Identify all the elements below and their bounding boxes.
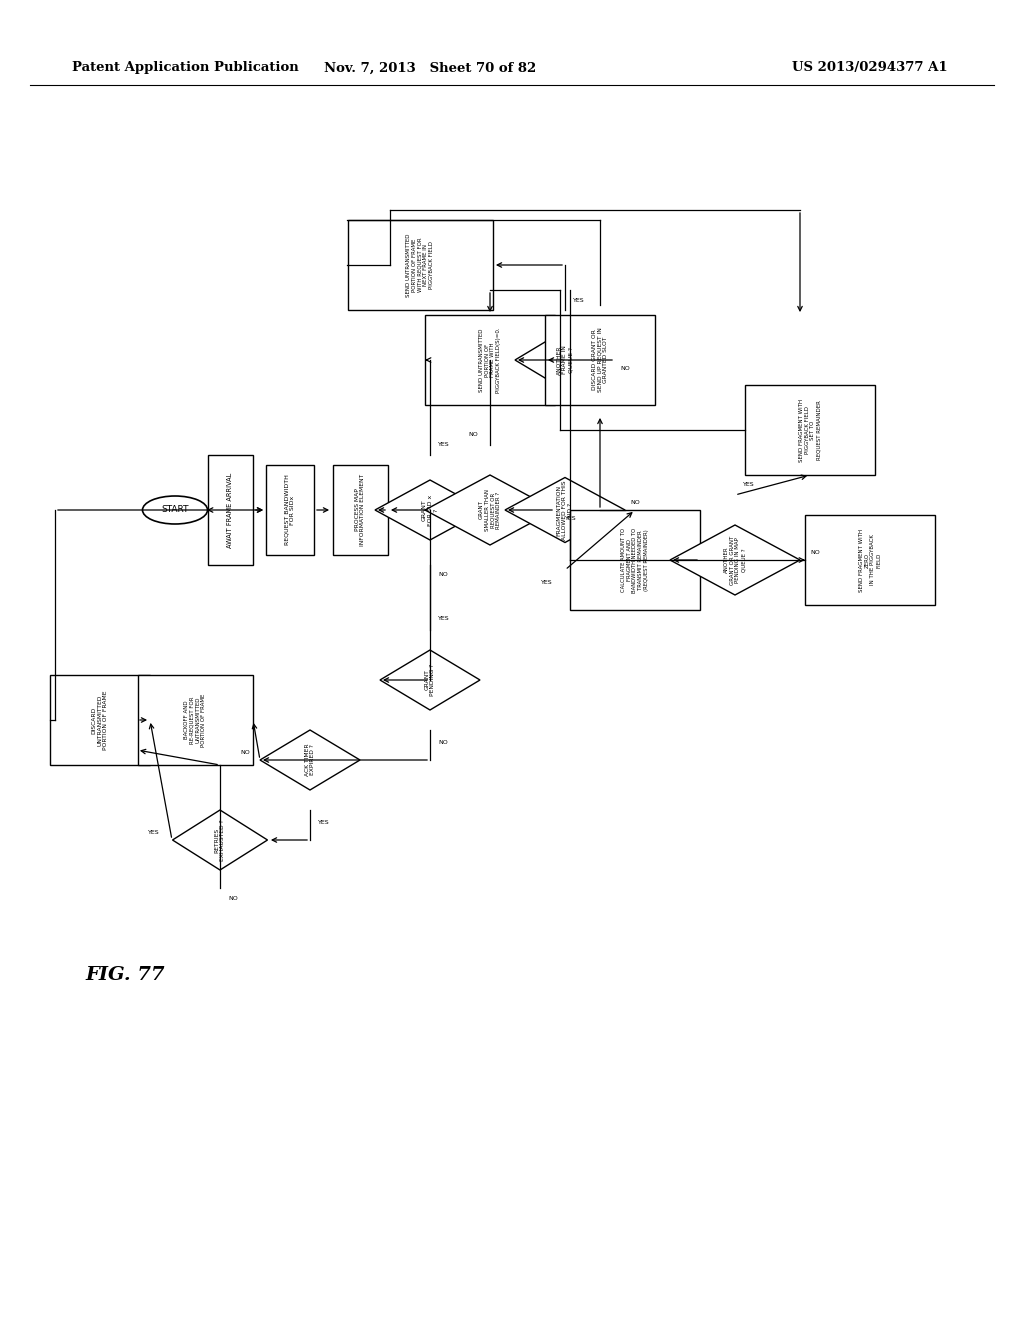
Polygon shape [172,810,267,870]
Text: PROCESS MAP
INFORMATION ELEMENT: PROCESS MAP INFORMATION ELEMENT [354,474,366,546]
Text: START: START [161,506,188,515]
Text: YES: YES [148,829,160,834]
Polygon shape [505,478,625,543]
Text: GRANT
PENDING ?: GRANT PENDING ? [425,664,435,696]
Text: RETRIES
EXHAUSTED ?: RETRIES EXHAUSTED ? [215,820,225,861]
Text: BACKOFF AND
RE-REQUEST FOR
UNTRANSMITTED
PORTION OF FRAME: BACKOFF AND RE-REQUEST FOR UNTRANSMITTED… [183,693,206,747]
Bar [333,465,387,554]
Text: YES: YES [743,483,755,487]
Bar [570,510,700,610]
Text: YES: YES [318,820,330,825]
Text: NO: NO [810,549,820,554]
Polygon shape [425,475,555,545]
Text: CALCULATE AMOUNT TO
FRAGMENT AND
BANDWIDTH NEEDED TO
TRANSMIT REMAINDER
(REQUEST: CALCULATE AMOUNT TO FRAGMENT AND BANDWID… [621,528,649,593]
Text: YES: YES [542,579,553,585]
Text: AWAIT FRAME ARRIVAL: AWAIT FRAME ARRIVAL [227,473,233,548]
Text: FRAGMENTATION
ALLOWED FOR THIS
SID ?: FRAGMENTATION ALLOWED FOR THIS SID ? [557,480,573,540]
Text: YES: YES [438,442,450,447]
Text: ANOTHER
GRANT OR GRANT
PENDING IN MAP
QUEUE ?: ANOTHER GRANT OR GRANT PENDING IN MAP QU… [724,536,746,585]
Text: Nov. 7, 2013   Sheet 70 of 82: Nov. 7, 2013 Sheet 70 of 82 [324,62,537,74]
Text: DISCARD GRANT OR
SEND UP REQUEST IN
GRANTED SLOT: DISCARD GRANT OR SEND UP REQUEST IN GRAN… [592,327,608,392]
Text: YES: YES [438,615,450,620]
Bar [805,515,935,605]
Text: ACK TIMER
EXPIRED ?: ACK TIMER EXPIRED ? [304,743,315,776]
Text: SEND UNTRANSMITTED
PORTION OF
FRAME WITH
PIGGYBACK FIELD(S)=0.: SEND UNTRANSMITTED PORTION OF FRAME WITH… [479,327,501,393]
Text: SEND FRAGMENT WITH
ZERO
IN THE PIGGYBACK
FIELD: SEND FRAGMENT WITH ZERO IN THE PIGGYBACK… [859,528,882,591]
Text: NO: NO [438,739,447,744]
Text: NO: NO [630,499,640,504]
Text: NO: NO [438,573,447,578]
Bar [745,385,874,475]
Polygon shape [380,649,480,710]
Text: NO: NO [620,366,630,371]
Text: NO: NO [241,750,250,755]
Text: YES: YES [565,516,577,520]
Bar [545,315,655,405]
Text: GRANT
FOR SID x
?: GRANT FOR SID x ? [422,495,438,525]
Ellipse shape [142,496,208,524]
Bar [137,675,253,766]
Text: SEND UNTRANSMITTED
PORTION OF FRAME
WITH REQUEST FOR
NEXT FRAME IN
PIGGYBACK FIE: SEND UNTRANSMITTED PORTION OF FRAME WITH… [406,234,434,297]
Text: US 2013/0294377 A1: US 2013/0294377 A1 [793,62,948,74]
Text: YES: YES [573,297,585,302]
Bar [266,465,314,554]
Bar [50,675,150,766]
Bar [208,455,253,565]
Polygon shape [260,730,360,789]
Text: NO: NO [468,433,478,437]
Text: NO: NO [228,895,238,900]
Polygon shape [670,525,800,595]
Text: REQUEST BANDWIDTH
FOR SIDx: REQUEST BANDWIDTH FOR SIDx [285,475,295,545]
Text: ANOTHER
FRAME IN
QUEUE ?: ANOTHER FRAME IN QUEUE ? [557,346,573,375]
Text: Patent Application Publication: Patent Application Publication [72,62,299,74]
Text: SEND FRAGMENT WITH
PIGGYBACK FIELD
SET TO
REQUEST REMAINDER: SEND FRAGMENT WITH PIGGYBACK FIELD SET T… [799,399,821,462]
Text: FIG. 77: FIG. 77 [85,966,165,983]
Polygon shape [375,480,485,540]
Polygon shape [515,330,615,389]
Text: DISCARD
UNTRANSMITTED
PORTION OF FRAME: DISCARD UNTRANSMITTED PORTION OF FRAME [92,690,109,750]
Bar [425,315,555,405]
Text: GRANT
SMALLER THAN
REQUEST OR
REMAINDER ?: GRANT SMALLER THAN REQUEST OR REMAINDER … [479,488,501,531]
Bar [347,220,493,310]
